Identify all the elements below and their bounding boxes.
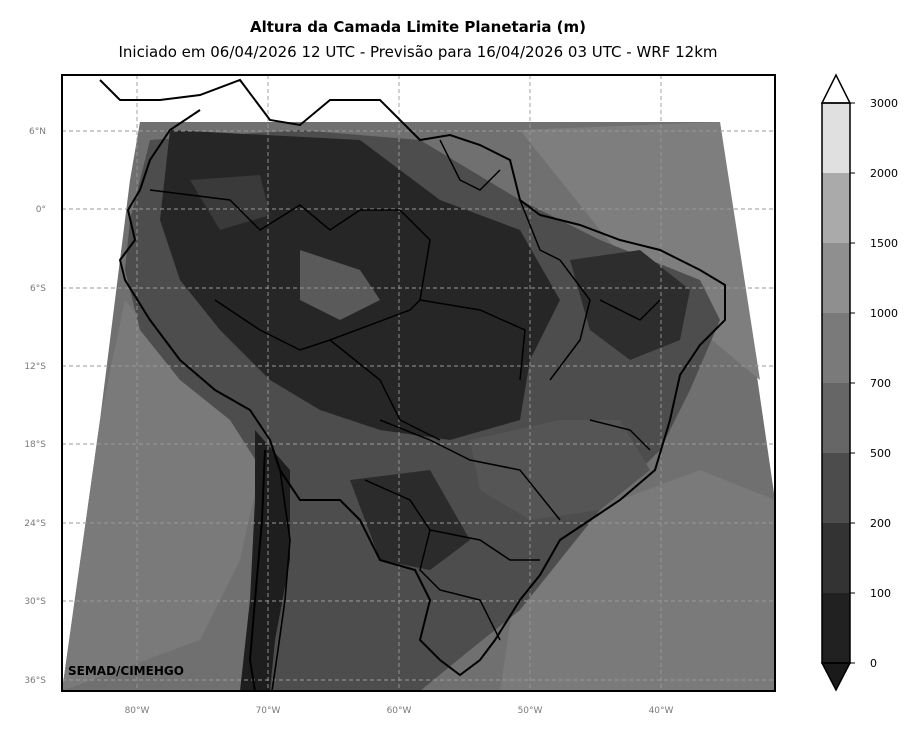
mid-patch-2 [300,250,380,320]
colorbar-segment [822,103,850,173]
credit-label: SEMAD/CIMEHGO [68,664,184,678]
colorbar-tick-label: 500 [870,447,891,460]
andes-border [271,469,291,691]
map-frame [61,74,776,692]
colorbar-tick-label: 100 [870,587,891,600]
colorbar-tick-label: 200 [870,517,891,530]
colorbar-tick-label: 3000 [870,97,898,110]
west-coast-south [248,449,266,691]
lon-label-40w: 40°W [649,706,674,716]
lat-label-24s: 24°S [24,519,46,529]
lat-label-36s: 36°S [24,676,46,686]
colorbar-segment [822,313,850,383]
mid-patch-3 [190,175,270,230]
lat-labels: 6°N 0° 6°S 12°S 18°S 24°S 30°S 36°S [24,127,46,686]
colorbar-segment [822,523,850,593]
lat-label-18s: 18°S [24,440,46,450]
lat-label-0: 0° [36,205,46,215]
ocean-field-south [500,470,775,691]
colorbar-tick-label: 1000 [870,307,898,320]
lon-label-60w: 60°W [387,706,412,716]
mid-patch-1 [470,420,650,520]
map-title: Altura da Camada Limite Planetaria (m) [249,18,587,36]
colorbar-extend-max [820,73,852,104]
colorbar-tick-label: 0 [870,657,877,670]
lon-label-50w: 50°W [518,706,543,716]
lat-label-12s: 12°S [24,362,46,372]
lat-label-30s: 30°S [24,597,46,607]
lat-label-6n: 6°N [29,127,46,137]
colorbar-extend-min [820,662,852,692]
lon-label-80w: 80°W [125,706,150,716]
colorbar-tick-label: 1500 [870,237,898,250]
dark-core-northeast [570,250,690,360]
colorbar-segment [822,173,850,243]
colorbar-segment [822,593,850,663]
colorbar-segment [822,383,850,453]
map-subtitle: Iniciado em 06/04/2026 12 UTC - Previsão… [118,43,718,61]
ocean-field-pacific [62,300,260,691]
colorbar-segment [822,453,850,523]
country-borders [149,139,661,641]
coastline [99,78,726,677]
colorbar-segment [822,243,850,313]
colorbar: 0 100 200 500 700 1000 1500 2000 3000 [820,73,898,692]
lat-label-6s: 6°S [30,284,46,294]
colorbar-tick-label: 700 [870,377,891,390]
colorbar-tick-label: 2000 [870,167,898,180]
lon-labels: 80°W 70°W 60°W 50°W 40°W [125,706,674,716]
dark-core-south [350,470,470,570]
lon-label-70w: 70°W [256,706,281,716]
